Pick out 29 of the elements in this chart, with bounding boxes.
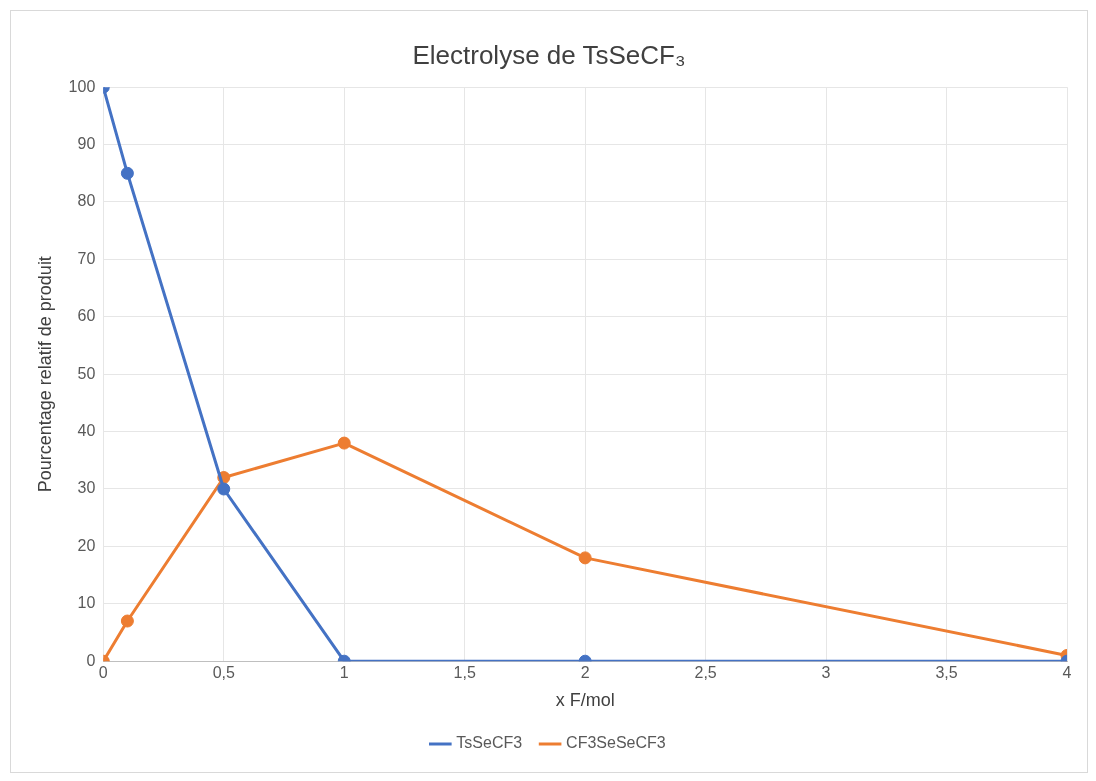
chart-title: Electrolyse de TsSeCF₃ [412,39,686,70]
y-axis-title: Pourcentage relatif de produit [34,256,55,493]
legend-label: CF3SeSeCF3 [566,734,666,752]
x-tick-label: 1,5 [453,664,476,682]
x-tick-label: 3 [821,664,831,682]
y-tick-label: 90 [77,135,96,153]
y-tick-label: 0 [86,651,96,669]
x-tick-label: 0 [98,664,108,682]
y-tick-label: 20 [77,536,96,554]
y-tick-label: 100 [68,77,96,95]
x-tick-label: 4 [1062,664,1072,682]
y-tick-label: 80 [77,192,96,210]
y-tick-label: 70 [77,249,96,267]
point [217,482,231,496]
y-tick-label: 30 [77,479,96,497]
x-tick-label: 3,5 [935,664,958,682]
x-tick-label: 2,5 [694,664,717,682]
y-tick-label: 10 [77,594,96,612]
x-tick-label: 1 [339,664,349,682]
point [578,551,592,565]
x-axis-title: x F/mol [555,690,615,711]
x-tick-label: 2 [580,664,590,682]
point [120,614,134,628]
y-tick-label: 40 [77,422,96,440]
y-tick-label: 60 [77,307,96,325]
x-tick-label: 0,5 [212,664,235,682]
point [337,436,351,450]
y-tick-label: 50 [77,364,96,382]
legend-label: TsSeCF3 [456,734,523,752]
